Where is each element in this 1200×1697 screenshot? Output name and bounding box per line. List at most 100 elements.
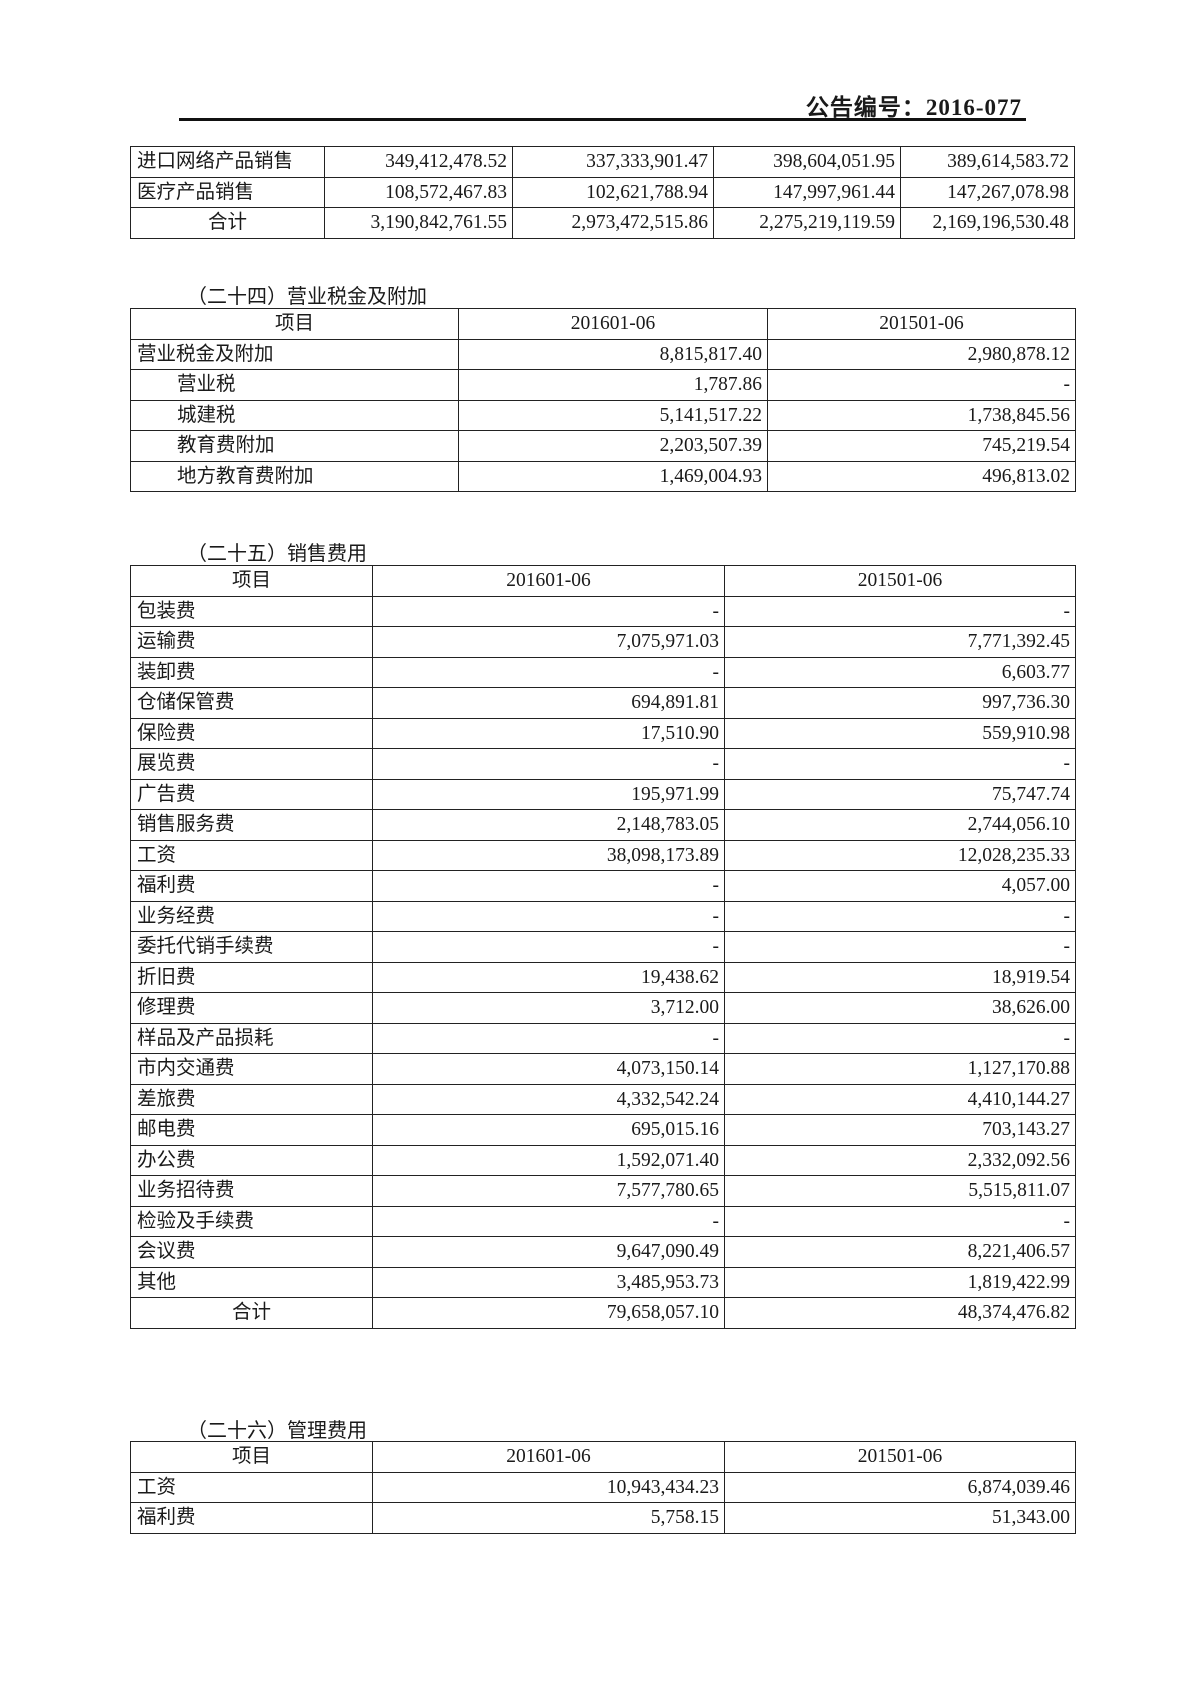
- table-header-row: 项目 201601-06 201501-06: [130, 565, 1076, 597]
- value-cell: -: [372, 900, 725, 932]
- value-cell: 12,028,235.33: [724, 839, 1076, 871]
- value-cell: 7,577,780.65: [372, 1175, 725, 1207]
- column-header: 201601-06: [372, 1441, 725, 1473]
- row-label: 包装费: [130, 595, 373, 627]
- value-cell: 10,943,434.23: [372, 1471, 725, 1503]
- value-cell: -: [724, 1205, 1076, 1237]
- value-cell: 7,771,392.45: [724, 626, 1076, 658]
- value-cell: 2,203,507.39: [458, 430, 768, 462]
- row-label: 城建税: [130, 399, 459, 431]
- value-cell: 2,169,196,530.48: [900, 207, 1075, 239]
- row-label: 业务招待费: [130, 1175, 373, 1207]
- value-cell: -: [372, 1022, 725, 1054]
- table-row: 教育费附加 2,203,507.39 745,219.54: [130, 430, 1076, 462]
- table-row: 广告费 195,971.99 75,747.74: [130, 778, 1076, 810]
- value-cell: 559,910.98: [724, 717, 1076, 749]
- tax-table: 项目 201601-06 201501-06 营业税金及附加 8,815,817.40 2…: [130, 308, 1076, 492]
- value-cell: 4,332,542.24: [372, 1083, 725, 1115]
- row-label: 邮电费: [130, 1114, 373, 1146]
- row-label: 工资: [130, 839, 373, 871]
- row-label: 保险费: [130, 717, 373, 749]
- value-cell: 2,973,472,515.86: [512, 207, 714, 239]
- table-row: 折旧费 19,438.62 18,919.54: [130, 961, 1076, 993]
- value-cell: 108,572,467.83: [324, 176, 513, 208]
- value-cell: 496,813.02: [767, 460, 1076, 492]
- row-label: 检验及手续费: [130, 1205, 373, 1237]
- row-label: 教育费附加: [130, 430, 459, 462]
- value-cell: 8,815,817.40: [458, 338, 768, 370]
- row-label: 营业税金及附加: [130, 338, 459, 370]
- value-cell: 2,275,219,119.59: [713, 207, 901, 239]
- table-row: 营业税 1,787.86-: [130, 369, 1076, 401]
- total-row: 合计 3,190,842,761.55 2,973,472,515.86 2,275,…: [130, 207, 1075, 239]
- value-cell: -: [372, 656, 725, 688]
- section-title-selling: （二十五）销售费用: [187, 543, 367, 565]
- table-row: 仓储保管费 694,891.81 997,736.30: [130, 687, 1076, 719]
- value-cell: 3,712.00: [372, 992, 725, 1024]
- column-header: 项目: [130, 565, 373, 597]
- value-cell: -: [372, 595, 725, 627]
- row-label: 地方教育费附加: [130, 460, 459, 492]
- admin-expense-table: 项目 201601-06 201501-06 工资 10,943,434.23 6,874…: [130, 1441, 1076, 1534]
- value-cell: 2,148,783.05: [372, 809, 725, 841]
- row-label: 运输费: [130, 626, 373, 658]
- row-label: 委托代销手续费: [130, 931, 373, 963]
- header-rule: [179, 118, 1026, 121]
- value-cell: 1,787.86: [458, 369, 768, 401]
- row-label: 业务经费: [130, 900, 373, 932]
- value-cell: 389,614,583.72: [900, 146, 1075, 178]
- table-row: 销售服务费 2,148,783.05 2,744,056.10: [130, 809, 1076, 841]
- notice-number: 公告编号：2016-077: [805, 95, 1022, 120]
- table-row: 地方教育费附加 1,469,004.93 496,813.02: [130, 460, 1076, 492]
- row-label: 会议费: [130, 1236, 373, 1268]
- value-cell: 51,343.00: [724, 1502, 1076, 1534]
- value-cell: 1,127,170.88: [724, 1053, 1076, 1085]
- value-cell: 79,658,057.10: [372, 1297, 725, 1329]
- value-cell: 1,819,422.99: [724, 1266, 1076, 1298]
- table-row: 装卸费 -6,603.77: [130, 656, 1076, 688]
- value-cell: 4,410,144.27: [724, 1083, 1076, 1115]
- row-label: 工资: [130, 1471, 373, 1503]
- value-cell: 1,592,071.40: [372, 1144, 725, 1176]
- value-cell: 8,221,406.57: [724, 1236, 1076, 1268]
- value-cell: -: [724, 1022, 1076, 1054]
- table-row: 营业税金及附加 8,815,817.40 2,980,878.12: [130, 338, 1076, 370]
- table-row: 会议费 9,647,090.49 8,221,406.57: [130, 1236, 1076, 1268]
- value-cell: -: [372, 870, 725, 902]
- value-cell: 6,603.77: [724, 656, 1076, 688]
- row-label: 装卸费: [130, 656, 373, 688]
- column-header: 201501-06: [724, 1441, 1076, 1473]
- table-row: 其他 3,485,953.73 1,819,422.99: [130, 1266, 1076, 1298]
- value-cell: 75,747.74: [724, 778, 1076, 810]
- value-cell: 7,075,971.03: [372, 626, 725, 658]
- value-cell: -: [724, 595, 1076, 627]
- table-row: 业务招待费 7,577,780.65 5,515,811.07: [130, 1175, 1076, 1207]
- value-cell: 38,626.00: [724, 992, 1076, 1024]
- value-cell: 9,647,090.49: [372, 1236, 725, 1268]
- value-cell: 3,485,953.73: [372, 1266, 725, 1298]
- value-cell: 17,510.90: [372, 717, 725, 749]
- column-header: 201501-06: [767, 308, 1076, 340]
- value-cell: 695,015.16: [372, 1114, 725, 1146]
- row-label: 修理费: [130, 992, 373, 1024]
- column-header: 201501-06: [724, 565, 1076, 597]
- value-cell: 5,515,811.07: [724, 1175, 1076, 1207]
- value-cell: 2,332,092.56: [724, 1144, 1076, 1176]
- row-label: 其他: [130, 1266, 373, 1298]
- value-cell: 694,891.81: [372, 687, 725, 719]
- table-row: 市内交通费 4,073,150.14 1,127,170.88: [130, 1053, 1076, 1085]
- value-cell: 1,738,845.56: [767, 399, 1076, 431]
- row-label: 折旧费: [130, 961, 373, 993]
- selling-expense-table: 项目 201601-06 201501-06 包装费 - - 运输费 7,075,971.03…: [130, 565, 1076, 1329]
- value-cell: 102,621,788.94: [512, 176, 714, 208]
- section-title-admin: （二十六）管理费用: [187, 1420, 367, 1442]
- table-row: 委托代销手续费 - -: [130, 931, 1076, 963]
- table-row: 检验及手续费 - -: [130, 1205, 1076, 1237]
- row-label: 福利费: [130, 870, 373, 902]
- table-row: 福利费 -4,057.00: [130, 870, 1076, 902]
- table-row: 展览费 - -: [130, 748, 1076, 780]
- row-label: 差旅费: [130, 1083, 373, 1115]
- value-cell: 6,874,039.46: [724, 1471, 1076, 1503]
- row-label: 销售服务费: [130, 809, 373, 841]
- table-row: 城建税 5,141,517.22 1,738,845.56: [130, 399, 1076, 431]
